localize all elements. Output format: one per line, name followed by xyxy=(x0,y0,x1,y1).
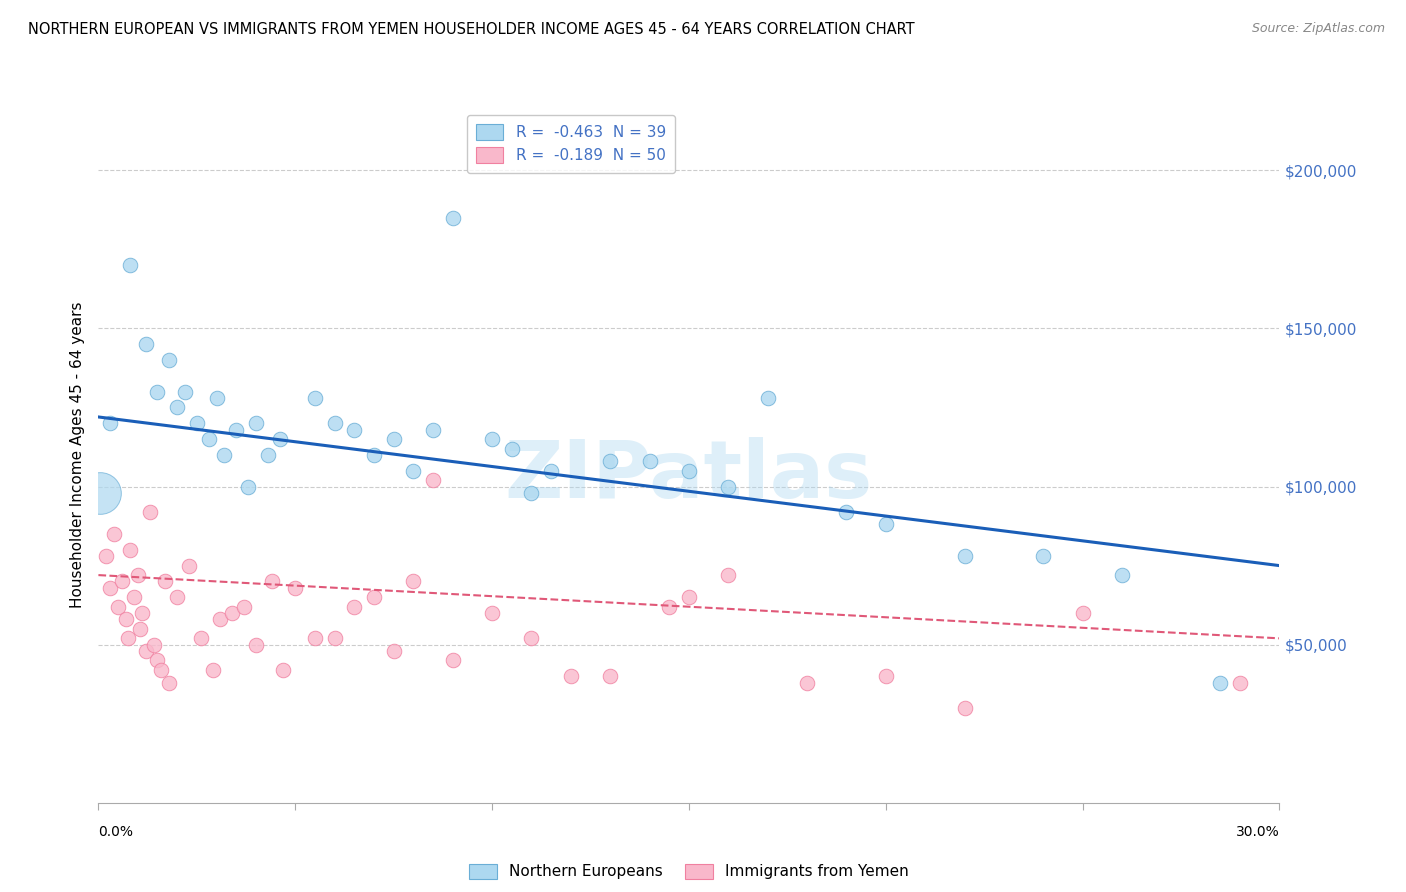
Point xyxy=(146,653,169,667)
Text: ZIPatlas: ZIPatlas xyxy=(505,437,873,515)
Point xyxy=(115,612,138,626)
Point xyxy=(323,417,346,431)
Point xyxy=(127,568,149,582)
Point xyxy=(402,574,425,589)
Point xyxy=(540,464,562,478)
Point xyxy=(343,599,366,614)
Point xyxy=(304,632,326,646)
Point xyxy=(304,391,326,405)
Point xyxy=(166,401,188,415)
Point xyxy=(221,606,243,620)
Point xyxy=(1111,568,1133,582)
Point xyxy=(89,486,111,500)
Point xyxy=(157,675,180,690)
Point xyxy=(756,391,779,405)
Point xyxy=(197,432,219,446)
Point xyxy=(138,505,160,519)
Point xyxy=(343,423,366,437)
Point xyxy=(111,574,134,589)
Point xyxy=(599,669,621,683)
Point xyxy=(875,517,897,532)
Point xyxy=(560,669,582,683)
Point xyxy=(1209,675,1232,690)
Point xyxy=(201,663,224,677)
Point xyxy=(174,384,197,399)
Point xyxy=(135,337,157,351)
Point xyxy=(599,454,621,468)
Point xyxy=(481,432,503,446)
Point xyxy=(638,454,661,468)
Point xyxy=(186,417,208,431)
Point xyxy=(118,542,141,557)
Point xyxy=(233,599,256,614)
Point xyxy=(122,591,145,605)
Point xyxy=(245,417,267,431)
Point xyxy=(678,464,700,478)
Point xyxy=(717,568,740,582)
Point xyxy=(1229,675,1251,690)
Text: NORTHERN EUROPEAN VS IMMIGRANTS FROM YEMEN HOUSEHOLDER INCOME AGES 45 - 64 YEARS: NORTHERN EUROPEAN VS IMMIGRANTS FROM YEM… xyxy=(28,22,915,37)
Point xyxy=(658,599,681,614)
Point xyxy=(835,505,858,519)
Point xyxy=(422,473,444,487)
Point xyxy=(155,574,177,589)
Point xyxy=(157,353,180,368)
Point xyxy=(953,701,976,715)
Point xyxy=(875,669,897,683)
Point xyxy=(402,464,425,478)
Point xyxy=(269,432,291,446)
Point xyxy=(150,663,173,677)
Point xyxy=(98,417,121,431)
Point xyxy=(796,675,818,690)
Point xyxy=(520,632,543,646)
Y-axis label: Householder Income Ages 45 - 64 years: Householder Income Ages 45 - 64 years xyxy=(70,301,86,608)
Point xyxy=(1071,606,1094,620)
Point xyxy=(260,574,283,589)
Point xyxy=(953,549,976,563)
Point xyxy=(142,638,165,652)
Point xyxy=(284,581,307,595)
Point xyxy=(225,423,247,437)
Point xyxy=(273,663,295,677)
Point xyxy=(98,581,121,595)
Point xyxy=(135,644,157,658)
Point xyxy=(382,432,405,446)
Point xyxy=(441,653,464,667)
Point xyxy=(245,638,267,652)
Point xyxy=(422,423,444,437)
Point xyxy=(118,258,141,272)
Point xyxy=(190,632,212,646)
Point xyxy=(146,384,169,399)
Point xyxy=(256,448,278,462)
Point xyxy=(177,558,200,573)
Point xyxy=(520,486,543,500)
Point xyxy=(717,479,740,493)
Point xyxy=(205,391,228,405)
Point xyxy=(236,479,259,493)
Point xyxy=(1032,549,1054,563)
Text: 30.0%: 30.0% xyxy=(1236,825,1279,839)
Point xyxy=(323,632,346,646)
Point xyxy=(166,591,188,605)
Point xyxy=(96,549,118,563)
Text: Source: ZipAtlas.com: Source: ZipAtlas.com xyxy=(1251,22,1385,36)
Point xyxy=(107,599,129,614)
Point xyxy=(382,644,405,658)
Point xyxy=(214,448,236,462)
Point xyxy=(501,442,523,456)
Point xyxy=(363,591,385,605)
Point xyxy=(363,448,385,462)
Point xyxy=(481,606,503,620)
Legend: Northern Europeans, Immigrants from Yemen: Northern Europeans, Immigrants from Yeme… xyxy=(463,857,915,886)
Point xyxy=(209,612,232,626)
Point xyxy=(117,632,139,646)
Point xyxy=(131,606,153,620)
Text: 0.0%: 0.0% xyxy=(98,825,134,839)
Point xyxy=(441,211,464,225)
Point xyxy=(128,622,150,636)
Point xyxy=(678,591,700,605)
Point xyxy=(103,527,125,541)
